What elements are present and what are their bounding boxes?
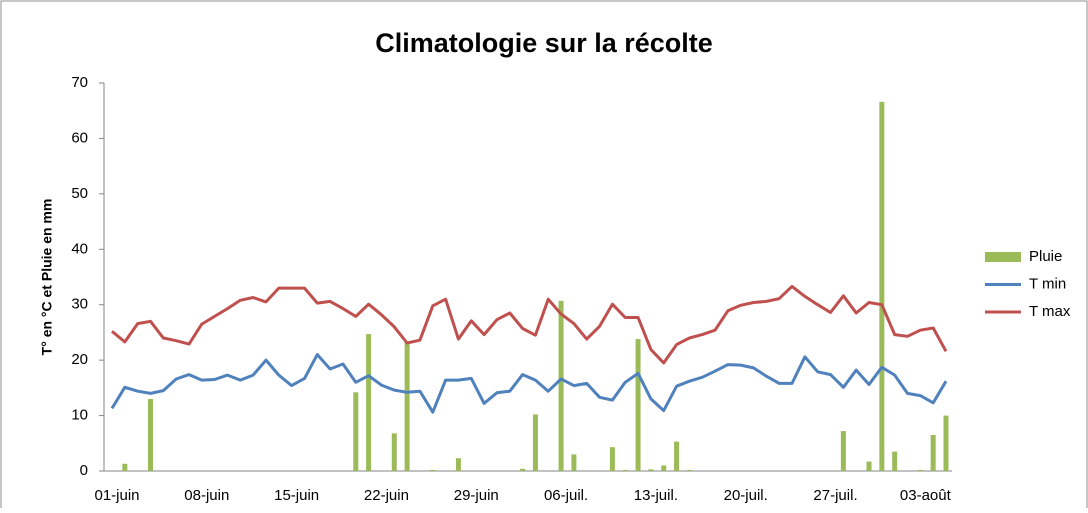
bar (404, 342, 410, 471)
legend-label: Pluie (1029, 248, 1062, 265)
bar (661, 465, 667, 471)
bar (147, 398, 153, 471)
bar (455, 458, 461, 471)
bar (943, 415, 949, 471)
bar (866, 461, 872, 471)
y-tick-label: 0 (80, 462, 88, 479)
y-tick-label: 50 (71, 185, 88, 202)
x-tick-label: 22-juin (364, 487, 409, 504)
line (111, 284, 948, 365)
bar (648, 469, 654, 471)
x-tick-label: 08-juin (184, 487, 229, 504)
bar (571, 454, 577, 471)
y-tick-label: 40 (71, 240, 88, 257)
bar (674, 441, 680, 471)
y-tick-label: 70 (71, 74, 88, 91)
bar (917, 469, 923, 471)
bar (520, 468, 526, 471)
x-tick-label: 29-juin (454, 487, 499, 504)
legend-label: T min (1029, 275, 1066, 292)
legend-swatch (985, 252, 1021, 262)
x-tick-label: 15-juin (274, 487, 319, 504)
x-tick-label: 06-juil. (544, 487, 588, 504)
y-tick-label: 10 (71, 407, 88, 424)
line (110, 353, 948, 414)
bar (122, 463, 128, 471)
bar (930, 434, 936, 471)
bar (622, 469, 628, 471)
bar (609, 447, 615, 471)
y-tick-label: 60 (71, 129, 88, 146)
bar (532, 414, 538, 471)
bar (558, 300, 564, 471)
bar (686, 469, 692, 471)
bar (391, 433, 397, 471)
bar (892, 451, 898, 471)
chart-title: Climatologie sur la récolte (375, 28, 713, 58)
bar (366, 334, 372, 471)
x-tick-label: 27-juil. (813, 487, 857, 504)
x-tick-label: 13-juil. (634, 487, 678, 504)
legend-label: T max (1029, 303, 1071, 320)
bar (635, 339, 641, 471)
bar (840, 431, 846, 471)
y-axis-label: T° en °C et Pluie en mm (39, 199, 55, 356)
bar (353, 392, 359, 471)
x-tick-label: 01-juin (94, 487, 139, 504)
bar (430, 469, 436, 471)
y-tick-label: 20 (71, 351, 88, 368)
x-tick-label: 20-juil. (724, 487, 768, 504)
x-tick-label: 03-août (900, 487, 952, 504)
bar (879, 101, 885, 472)
y-tick-label: 30 (71, 296, 88, 313)
